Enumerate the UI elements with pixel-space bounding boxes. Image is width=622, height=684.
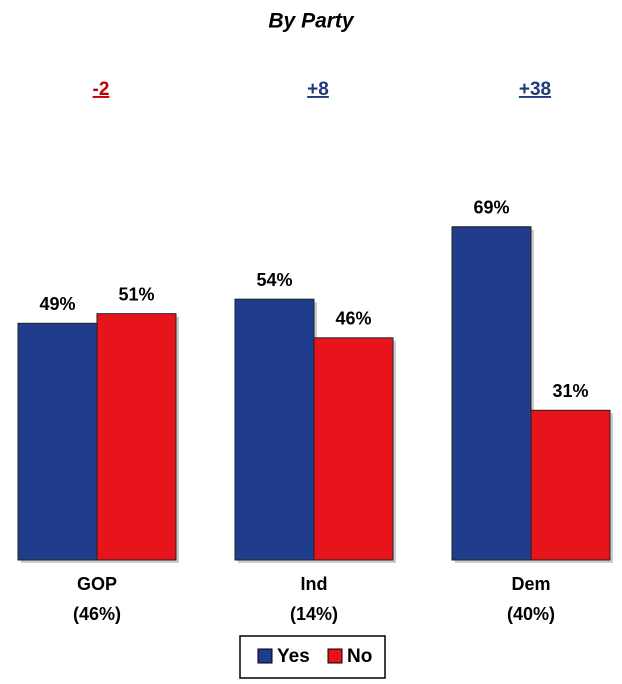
annotation: -2 xyxy=(93,79,110,100)
x-tick-label: Ind xyxy=(301,574,328,594)
value-label: 49% xyxy=(39,294,75,314)
bar-sheen xyxy=(237,301,312,558)
x-tick-label: Dem xyxy=(511,574,550,594)
value-label: 46% xyxy=(335,309,371,329)
annotation: +8 xyxy=(307,79,329,100)
bar-sheen xyxy=(20,325,95,558)
chart-title: By Party xyxy=(268,10,355,33)
x-tick-label: GOP xyxy=(77,574,117,594)
bar-sheen xyxy=(533,412,608,558)
x-tick-sublabel: (14%) xyxy=(290,604,338,624)
bar-sheen xyxy=(454,228,529,559)
value-label: 51% xyxy=(118,284,154,304)
bar-sheen xyxy=(316,339,391,558)
x-tick-sublabel: (46%) xyxy=(73,604,121,624)
legend-label: No xyxy=(347,646,372,667)
value-label: 31% xyxy=(552,381,588,401)
legend-swatch xyxy=(327,648,343,664)
value-label: 69% xyxy=(473,197,509,217)
annotation: +38 xyxy=(519,79,551,100)
legend-label: Yes xyxy=(277,646,310,667)
x-tick-sublabel: (40%) xyxy=(507,604,555,624)
legend-swatch xyxy=(257,648,273,664)
bar-sheen xyxy=(99,315,174,558)
value-label: 54% xyxy=(256,270,292,290)
